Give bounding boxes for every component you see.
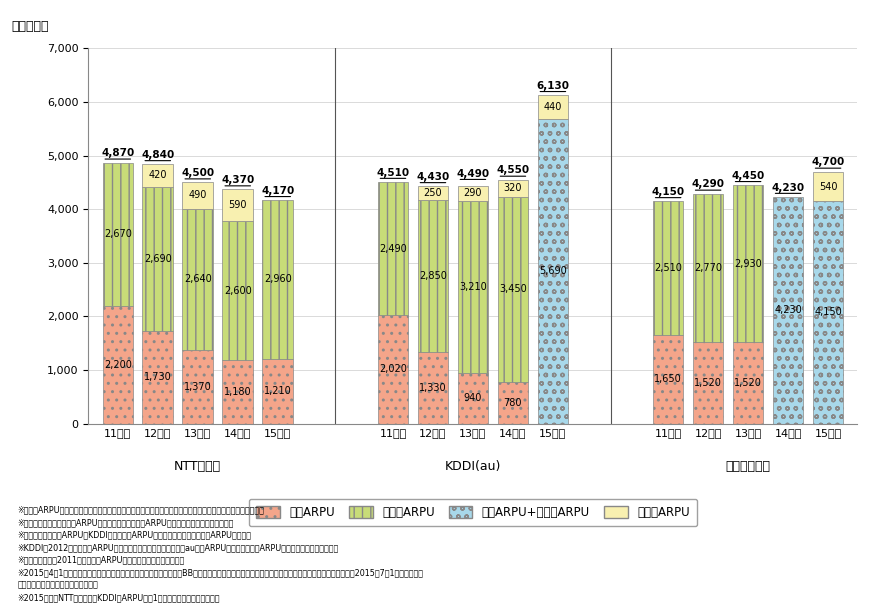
Bar [223,360,253,423]
Bar [142,164,173,187]
Bar [223,221,253,360]
Bar [103,306,133,423]
Bar [263,359,293,424]
Text: 2,600: 2,600 [224,286,252,296]
Bar [458,186,488,201]
Text: 4,510: 4,510 [377,168,409,177]
Text: 4,870: 4,870 [101,148,134,159]
Legend: 音声ARPU, データARPU, 音声ARPU+データARPU, その他ARPU: 音声ARPU, データARPU, 音声ARPU+データARPU, その他ARPU [249,499,697,526]
Text: 2,490: 2,490 [379,244,407,253]
Bar [733,342,764,424]
Text: 1,210: 1,210 [263,386,292,396]
Text: 4,230: 4,230 [774,305,802,315]
Text: 4,230: 4,230 [772,183,804,192]
Bar [693,194,723,342]
Text: 540: 540 [819,182,837,192]
Bar [773,197,804,424]
Bar [498,180,529,197]
Text: 4,840: 4,840 [141,150,174,160]
Bar [377,182,408,315]
Bar [498,382,529,423]
Text: 4,150: 4,150 [652,187,685,197]
Text: 2,200: 2,200 [103,359,132,370]
Text: 1,330: 1,330 [419,383,446,393]
Text: （円／月）: （円／月） [11,21,49,33]
Bar [103,163,133,306]
Text: 490: 490 [188,191,207,200]
Bar [142,187,173,331]
Bar [223,189,253,221]
Text: 780: 780 [504,397,522,408]
Bar [498,197,529,382]
Text: 590: 590 [228,200,247,210]
Text: 4,490: 4,490 [456,169,490,178]
Bar [263,200,293,359]
Bar [653,201,683,335]
Bar [537,95,568,119]
Bar [693,342,723,424]
Bar [417,200,448,352]
Text: 1,520: 1,520 [694,378,722,388]
Bar [653,335,683,423]
Text: 1,370: 1,370 [184,382,211,392]
Text: 4,170: 4,170 [261,186,294,196]
Bar [812,172,843,201]
Text: 4,430: 4,430 [416,172,450,182]
Bar [377,315,408,423]
Text: 3,450: 3,450 [499,284,527,294]
Bar [733,185,764,342]
Text: 1,730: 1,730 [144,372,171,382]
Text: ※各社のARPUは、各社ごとの基準で算出、公表されているもの。同一の計算方法で算出されたものではない。
※四捨五入表示のため、各ARPUの合計の数値と合計のAR: ※各社のARPUは、各社ごとの基準で算出、公表されているもの。同一の計算方法で算… [18,505,423,602]
Text: 2,640: 2,640 [184,274,211,284]
Text: NTTドコモ: NTTドコモ [174,460,221,473]
Text: 2,690: 2,690 [144,253,171,264]
Bar [142,331,173,423]
Text: 2,670: 2,670 [103,229,132,239]
Text: 1,520: 1,520 [735,378,762,388]
Text: 5,690: 5,690 [539,266,567,276]
Text: 2,770: 2,770 [694,263,722,273]
Text: 1,180: 1,180 [224,387,252,397]
Bar [458,373,488,423]
Text: 6,130: 6,130 [537,80,569,91]
Bar [182,182,213,209]
Text: 2,020: 2,020 [379,364,407,374]
Bar [458,201,488,373]
Text: 4,450: 4,450 [731,171,765,181]
Text: 4,150: 4,150 [814,307,842,317]
Text: 420: 420 [149,171,167,180]
Text: 320: 320 [504,183,522,193]
Text: 440: 440 [544,102,562,112]
Bar [537,119,568,424]
Text: ソフトバンク: ソフトバンク [726,460,771,473]
Text: 4,370: 4,370 [221,175,255,185]
Bar [182,209,213,350]
Text: 3,210: 3,210 [459,282,487,292]
Text: 4,500: 4,500 [181,168,214,178]
Text: 4,290: 4,290 [691,179,725,189]
Bar [182,350,213,423]
Text: KDDI(au): KDDI(au) [445,460,501,473]
Text: 2,510: 2,510 [654,263,682,273]
Bar [812,201,843,424]
Bar [417,186,448,200]
Bar [417,352,448,423]
Text: 2,960: 2,960 [263,274,292,284]
Text: 2,930: 2,930 [735,258,762,269]
Text: 2,850: 2,850 [419,271,447,281]
Text: 4,700: 4,700 [812,157,845,168]
Text: 940: 940 [464,393,482,404]
Text: 290: 290 [464,188,482,198]
Text: 4,550: 4,550 [496,165,530,175]
Text: 250: 250 [423,188,442,198]
Text: 1,650: 1,650 [654,374,682,384]
